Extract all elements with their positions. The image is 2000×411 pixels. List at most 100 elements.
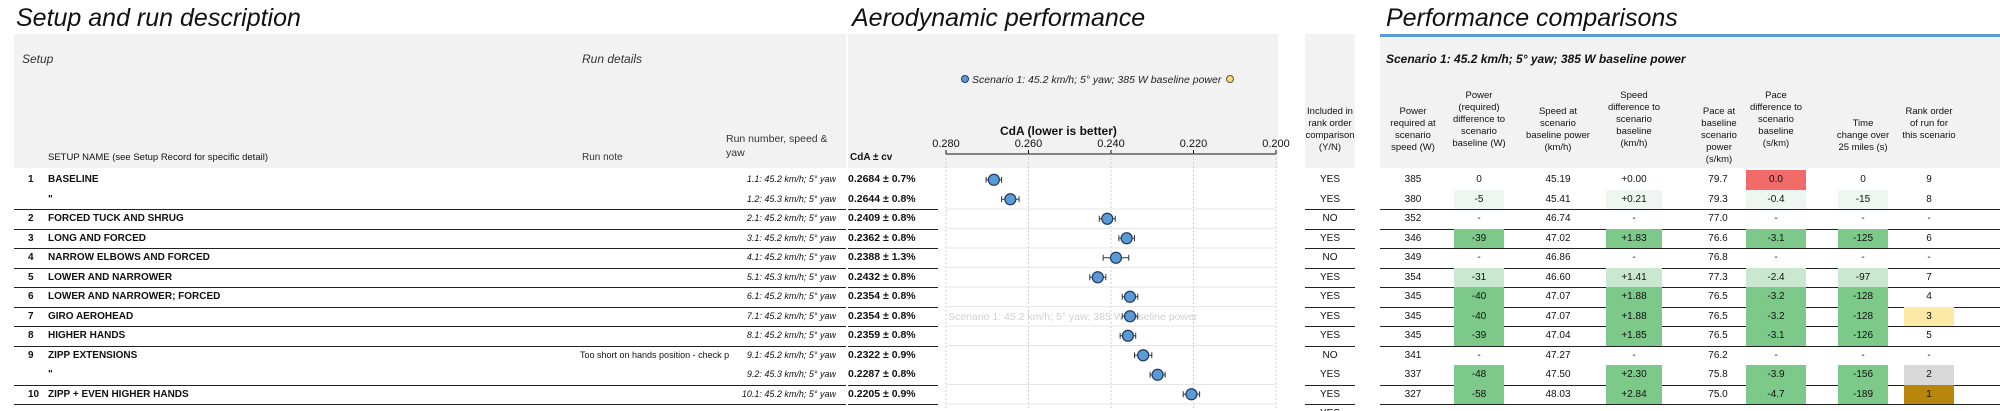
row-divider	[14, 306, 846, 308]
perf-accent-line	[1380, 34, 2000, 37]
perf-section-title: Performance comparisons	[1386, 4, 1678, 32]
row-divider	[1380, 326, 2000, 327]
cell-cda: 0.2644 ± 0.8%	[848, 192, 916, 205]
row-divider	[1380, 228, 2000, 230]
row-divider	[14, 287, 846, 288]
perf-header-pace: Pace at baseline scenario power (s/km)	[1701, 106, 1737, 165]
perf-header-panel	[1380, 34, 2000, 168]
setup-header: Setup	[22, 52, 54, 66]
cell-run: 2.1: 45.2 km/h; 5° yaw	[746, 213, 836, 223]
run-number-header: Run number, speed & yaw	[726, 133, 828, 159]
cell-note	[580, 229, 730, 249]
cell-cda: 0.2205 ± 0.9%	[848, 387, 916, 400]
cell-note	[580, 248, 730, 268]
cell-pw: 345	[1404, 291, 1422, 302]
cell-pw: 345	[1404, 330, 1422, 341]
perf-header-rank: Rank order of run for this scenario	[1902, 106, 1956, 141]
row-divider	[1380, 248, 2000, 249]
row-divider	[848, 248, 938, 249]
row-divider	[14, 384, 846, 386]
cell-pad: -3.1	[1746, 326, 1806, 346]
cell-name: ZIPP + EVEN HIGHER HANDS	[48, 388, 189, 400]
cell-pad: -2.4	[1746, 267, 1806, 287]
cell-pd: -39	[1454, 326, 1504, 346]
cell-incl: YES	[1319, 232, 1340, 244]
cell-pad: -3.9	[1746, 365, 1806, 385]
chart-title: CdA (lower is better)	[1000, 124, 1117, 138]
cell-num: 1	[28, 174, 34, 185]
cell-pa: 75.8	[1708, 369, 1728, 380]
cell-pw: 380	[1404, 193, 1422, 205]
cell-pad: -3.2	[1746, 306, 1806, 326]
cell-rk: 6	[1926, 232, 1932, 244]
cell-rk: 7	[1926, 271, 1932, 283]
cell-tc: -	[1861, 252, 1865, 263]
cell-note: Too short on hands position - check p	[580, 349, 730, 360]
row-divider	[1380, 287, 2000, 288]
cell-num: 4	[28, 252, 34, 263]
table-row: 3 LONG AND FORCED 3.1: 45.2 km/h; 5° yaw 0.…	[0, 228, 2000, 249]
table-row: 6 LOWER AND NARROWER; FORCED 6.1: 45.2 km/…	[0, 287, 2000, 307]
cell-rk: 8	[1926, 193, 1932, 205]
cell-pa: 79.3	[1708, 193, 1728, 205]
cell-pad: -	[1774, 213, 1778, 224]
included-header-panel	[1305, 34, 1355, 168]
cell-tc: -156	[1838, 365, 1888, 385]
cell-incl: YES	[1319, 271, 1340, 283]
cell-pw: 349	[1404, 252, 1422, 263]
row-divider	[14, 404, 846, 405]
row-divider	[848, 267, 938, 269]
cell-pd: -40	[1454, 306, 1504, 326]
row-divider	[1380, 345, 2000, 347]
row-divider	[848, 228, 938, 230]
cell-rk: -	[1927, 252, 1931, 263]
cell-pa: 76.6	[1708, 232, 1728, 244]
table-row: 10 ZIPP + EVEN HIGHER HANDS 10.1: 45.2 km/…	[0, 384, 2000, 404]
data-point	[987, 173, 1000, 186]
cell-name: "	[48, 193, 53, 205]
cell-num: 6	[28, 291, 34, 302]
cell-rk: -	[1927, 213, 1931, 224]
aero-header-panel	[848, 34, 1278, 168]
table-row-partial: YES	[0, 404, 2000, 411]
cell-sp: 46.74	[1545, 213, 1571, 224]
cell-note	[580, 365, 730, 385]
cell-pd: -	[1477, 252, 1481, 263]
legend-label: Scenario 1: 45.2 km/h; 5° yaw; 385 W bas…	[972, 74, 1222, 86]
cell-sp: 47.27	[1545, 349, 1571, 361]
cell-run: 10.1: 45.2 km/h; 5° yaw	[741, 388, 836, 399]
cell-tc: -15	[1838, 189, 1888, 209]
cell-pa: 76.5	[1708, 310, 1728, 322]
cell-pd: -48	[1454, 365, 1504, 385]
cell-rk: -	[1927, 349, 1931, 361]
cell-run: 8.1: 45.2 km/h; 5° yaw	[746, 330, 836, 340]
data-point	[1123, 310, 1137, 323]
row-divider	[14, 326, 846, 327]
cell-incl: YES	[1319, 388, 1340, 400]
cell-pw: 341	[1404, 349, 1422, 361]
run-note-header: Run note	[582, 152, 623, 163]
x-tick-label: 0.220	[1180, 138, 1208, 150]
table-row: 7 GIRO AEROHEAD 7.1: 45.2 km/h; 5° yaw 0.23…	[0, 306, 2000, 326]
row-divider	[1305, 345, 1355, 347]
row-divider	[848, 287, 938, 288]
row-divider	[848, 209, 938, 210]
row-divider	[1305, 326, 1355, 327]
cell-sp: 47.07	[1545, 291, 1571, 302]
table-row: 9 ZIPP EXTENSIONS Too short on hands posit…	[0, 346, 2000, 366]
cell-name: FORCED TUCK AND SHRUG	[48, 213, 184, 224]
cda-chart: Scenario 1: 45.2 km/h; 5° yaw; 385 W bas…	[932, 138, 1290, 408]
cell-sd: +2.84	[1606, 384, 1662, 404]
cell-sd: +1.88	[1606, 287, 1662, 307]
cell-pad: -	[1774, 252, 1778, 263]
row-divider	[1380, 209, 2000, 210]
legend-secondary-marker-icon	[1226, 75, 1234, 83]
cell-cda: 0.2409 ± 0.8%	[848, 212, 916, 224]
cell-pw: 352	[1404, 213, 1422, 224]
cell-sp: 47.07	[1545, 310, 1571, 322]
cell-sp: 47.50	[1545, 369, 1571, 380]
cell-rk: 3	[1904, 306, 1954, 326]
cell-pd: -	[1477, 349, 1481, 361]
table-row: 8 HIGHER HANDS 8.1: 45.2 km/h; 5° yaw 0.235…	[0, 326, 2000, 346]
cell-pa: 75.0	[1708, 388, 1728, 400]
